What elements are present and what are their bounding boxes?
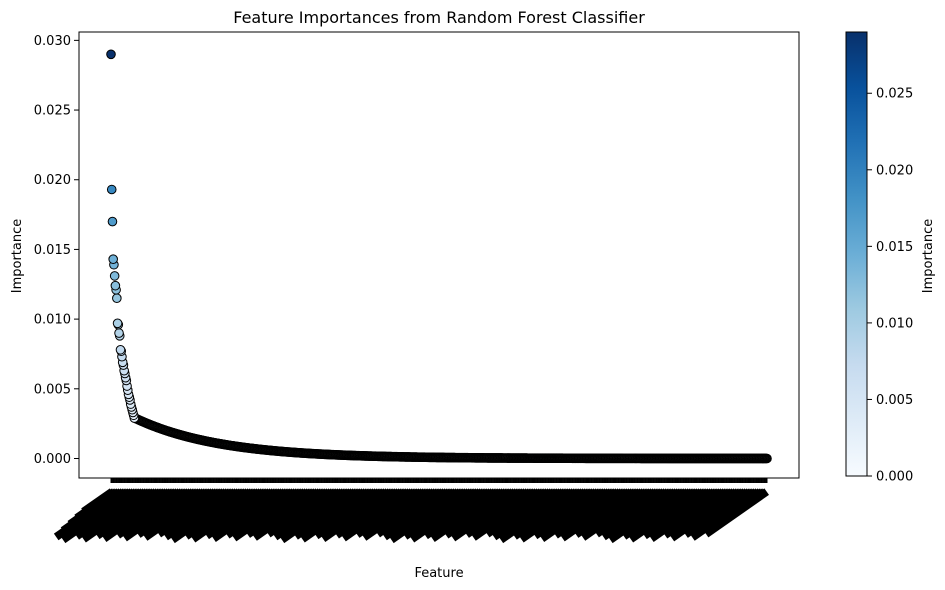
data-point (109, 271, 120, 281)
data-point (107, 216, 118, 227)
data-point (112, 318, 123, 329)
y-tick-label: 0.025 (34, 104, 71, 119)
y-tick-label: 0.030 (34, 34, 71, 49)
colorbar-tick-label: 0.000 (876, 470, 913, 485)
colorbar-label: Importance (921, 219, 936, 294)
y-tick-label: 0.010 (34, 313, 71, 328)
data-point (106, 184, 117, 195)
data-point (115, 344, 126, 355)
colorbar-tick-label: 0.005 (876, 393, 913, 408)
y-axis: 0.000 0.005 0.010 0.015 0.020 0.025 0.030 (34, 34, 79, 467)
colorbar: 0.000 0.005 0.010 0.015 0.020 0.025 Importanc… (845, 31, 936, 485)
colorbar-tick-label: 0.020 (876, 163, 913, 178)
x-tick-label (703, 488, 769, 538)
data-point (108, 254, 118, 264)
y-tick-label: 0.015 (34, 243, 71, 258)
x-axis-label: Feature (414, 566, 463, 581)
data-point (114, 328, 124, 338)
y-tick-label: 0.005 (34, 382, 71, 397)
data-points (106, 49, 772, 464)
y-axis-label: Importance (10, 219, 25, 294)
colorbar-tick-label: 0.015 (876, 240, 913, 255)
colorbar-tick-label: 0.010 (876, 316, 913, 331)
data-point (112, 293, 122, 304)
plot-frame (78, 31, 800, 479)
colorbar-ticks: 0.000 0.005 0.010 0.015 0.020 0.025 (867, 87, 913, 485)
colorbar-tick-label: 0.025 (876, 87, 913, 102)
y-tick-label: 0.000 (34, 452, 71, 467)
colorbar-gradient (845, 31, 868, 477)
chart-title: Feature Importances from Random Forest C… (233, 8, 645, 27)
plot-area: 0.000 0.005 0.010 0.015 0.020 0.025 0.030 (34, 31, 800, 544)
data-point (106, 49, 116, 60)
data-point (110, 280, 121, 291)
y-tick-label: 0.020 (34, 173, 71, 188)
x-axis (53, 478, 769, 544)
